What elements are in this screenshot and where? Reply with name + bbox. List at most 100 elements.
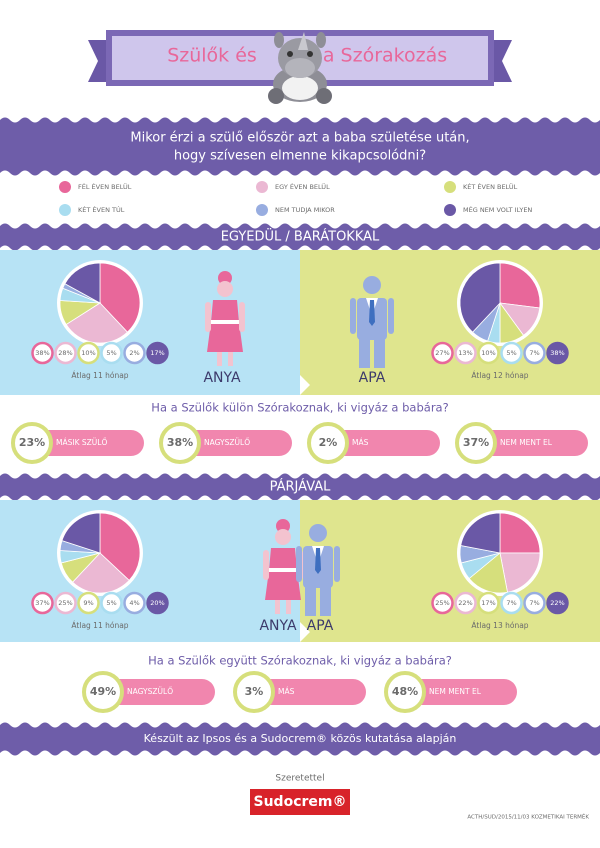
arm [239, 302, 245, 332]
mother-figure [205, 271, 245, 366]
value-badge [500, 591, 523, 615]
value-label: 10% [481, 349, 495, 357]
value-label: 25% [58, 599, 72, 607]
value-label: 7% [506, 599, 516, 607]
person-label: APA [307, 618, 334, 634]
father-figure [296, 524, 340, 616]
answer-share: 3% [245, 685, 264, 698]
value-label: 22% [458, 599, 472, 607]
value-badge [146, 341, 169, 365]
person-label: ANYA [203, 370, 241, 386]
brand: Sudocrem® [254, 794, 347, 810]
pie-slice [72, 552, 130, 594]
value-label: 2% [129, 349, 139, 357]
pie-slice [65, 302, 128, 344]
answer-ring [159, 422, 201, 464]
legend-swatch [444, 204, 456, 216]
head [275, 529, 291, 545]
value-badge [454, 341, 477, 365]
father-figure [350, 276, 394, 368]
answer-pill [103, 679, 215, 705]
leg [374, 338, 385, 368]
belt [211, 320, 239, 324]
arm [263, 550, 269, 580]
value-badge [523, 591, 546, 615]
pie-slice [499, 512, 541, 554]
legend-label: KÉT ÉVEN TÚL [78, 205, 125, 214]
pie-slice [64, 262, 101, 304]
legend-swatch [256, 181, 268, 193]
value-label: 38% [35, 349, 49, 357]
pie-slice [99, 512, 141, 581]
value-badge [523, 341, 546, 365]
head [363, 276, 381, 294]
answer-share: 2% [319, 436, 338, 449]
answer-pill [328, 430, 440, 456]
pie-slice [499, 552, 541, 593]
answer-pill [254, 679, 366, 705]
answer-ring [307, 422, 349, 464]
value-badge [477, 341, 500, 365]
hair [276, 519, 290, 533]
belt [269, 568, 297, 572]
value-label: 5% [106, 599, 116, 607]
section-title: EGYEDÜL / BARÁTOKKAL [221, 228, 380, 245]
arm [388, 298, 394, 334]
answer-share: 37% [463, 436, 489, 449]
leg [228, 352, 233, 366]
leg [320, 586, 331, 616]
question-band [0, 117, 600, 176]
answer-ring [384, 671, 426, 713]
answer-label: MÁS [352, 438, 369, 447]
arm [205, 302, 211, 332]
answer-label: NAGYSZÜLŐ [204, 438, 250, 447]
value-label: 7% [529, 599, 539, 607]
code: ACTH/SUD/2015/11/03 KOZMETIKAI TERMÉK [467, 813, 589, 821]
arm [334, 546, 340, 582]
answer-share: 49% [90, 685, 116, 698]
value-badge [431, 341, 454, 365]
dress [265, 548, 301, 600]
signoff: Szeretettel [275, 774, 324, 784]
leg [217, 352, 222, 366]
answer-ring [82, 671, 124, 713]
answer-label: MÁSIK SZÜLŐ [56, 438, 107, 447]
legend-swatch [256, 204, 268, 216]
section-band [0, 223, 600, 251]
value-label: 17% [481, 599, 495, 607]
answer-pill [405, 679, 517, 705]
value-label: 10% [81, 349, 95, 357]
sub-question: Ha a Szülők külön Szórakoznak, ki vigyáz… [151, 401, 448, 415]
answer-ring [11, 422, 53, 464]
value-badge [54, 591, 77, 615]
panel-left [0, 500, 300, 642]
answer-label: MÁS [278, 687, 295, 696]
answer-ring [233, 671, 275, 713]
value-badge [477, 591, 500, 615]
head [309, 524, 327, 542]
leg [275, 600, 280, 614]
section-band [0, 473, 600, 501]
footer-band [0, 722, 600, 756]
value-label: 27% [435, 349, 449, 357]
value-label: 7% [529, 349, 539, 357]
person-label: ANYA [259, 618, 297, 634]
answer-label: NEM MENT EL [500, 438, 553, 447]
answer-label: NEM MENT EL [429, 687, 482, 696]
arm [296, 546, 302, 582]
leg [305, 586, 316, 616]
value-label: 9% [83, 599, 93, 607]
value-label: 13% [458, 349, 472, 357]
title-right: a Szórakozás [323, 45, 447, 67]
value-label: 28% [58, 349, 72, 357]
rhino [268, 32, 332, 104]
answer-pill [476, 430, 588, 456]
title-left: Szülők és [167, 45, 257, 67]
legend-label: EGY ÉVEN BELÜL [275, 182, 330, 191]
answer-share: 48% [392, 685, 418, 698]
value-badge [123, 341, 146, 365]
leg [286, 600, 291, 614]
value-badge [500, 341, 523, 365]
value-badge [431, 591, 454, 615]
